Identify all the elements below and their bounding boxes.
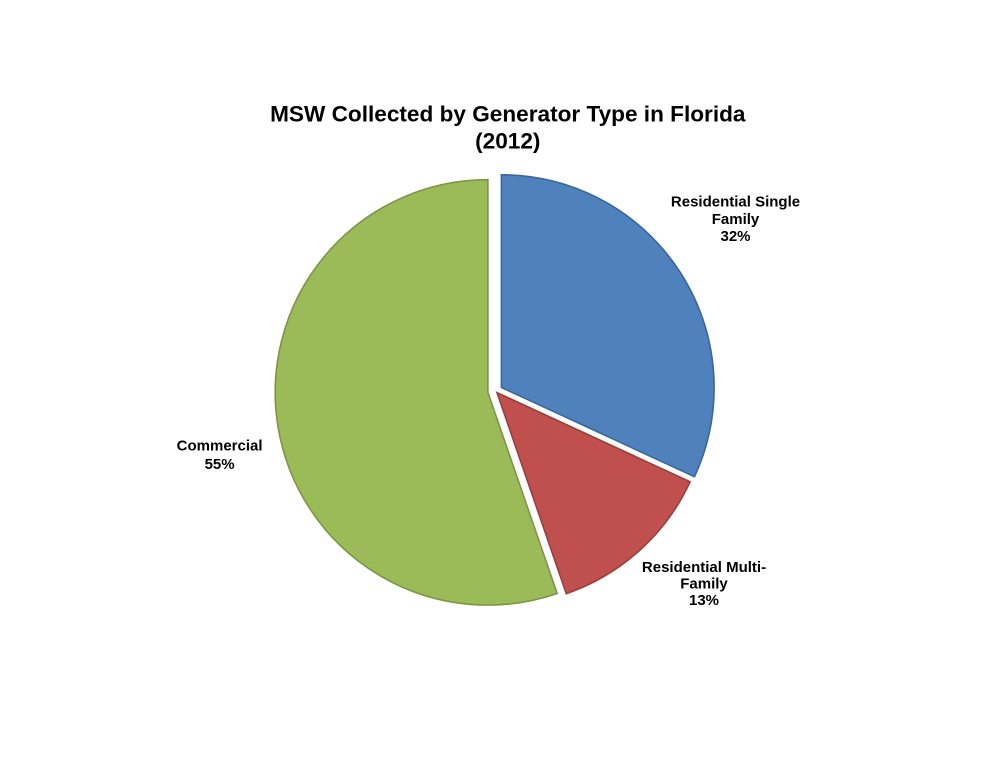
svg-text:Residential Multi-: Residential Multi-: [642, 559, 766, 576]
svg-text:Commercial: Commercial: [177, 438, 263, 455]
svg-text:MSW Collected by Generator Typ: MSW Collected by Generator Type in Flori…: [270, 101, 746, 126]
svg-text:55%: 55%: [205, 456, 235, 473]
svg-text:13%: 13%: [689, 592, 719, 609]
svg-text:32%: 32%: [720, 228, 750, 245]
svg-text:(2012): (2012): [475, 128, 540, 153]
svg-text:Residential Single: Residential Single: [671, 194, 800, 211]
svg-text:Family: Family: [712, 211, 760, 228]
svg-text:Family: Family: [680, 576, 728, 593]
